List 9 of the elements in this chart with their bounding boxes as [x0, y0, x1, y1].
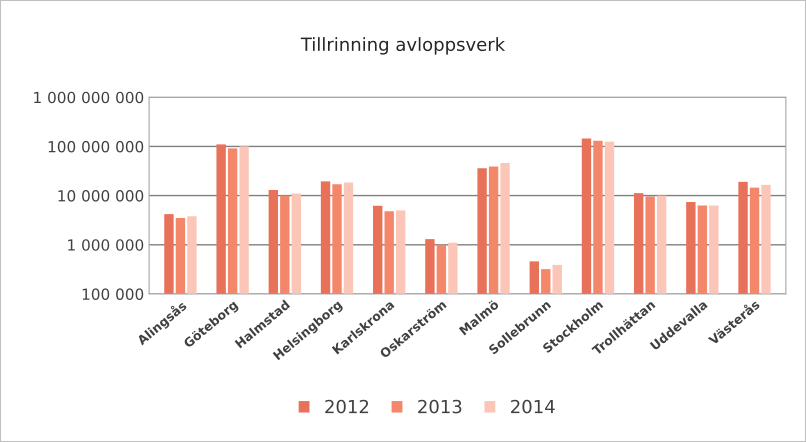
legend-label: 2013	[418, 400, 462, 414]
y-tick-label: 10 000 000	[58, 190, 144, 202]
legend-label: 2014	[511, 400, 555, 414]
legend-label: 2012	[325, 400, 368, 414]
y-tick-label: 100 000 000	[48, 140, 144, 152]
y-tick-label: 1 000 000 000	[34, 92, 144, 104]
y-tick-label: 100 000	[82, 288, 144, 300]
chart-title: Tillrinning avloppsverk	[300, 37, 506, 55]
y-tick-label: 1 000 000	[68, 239, 144, 251]
